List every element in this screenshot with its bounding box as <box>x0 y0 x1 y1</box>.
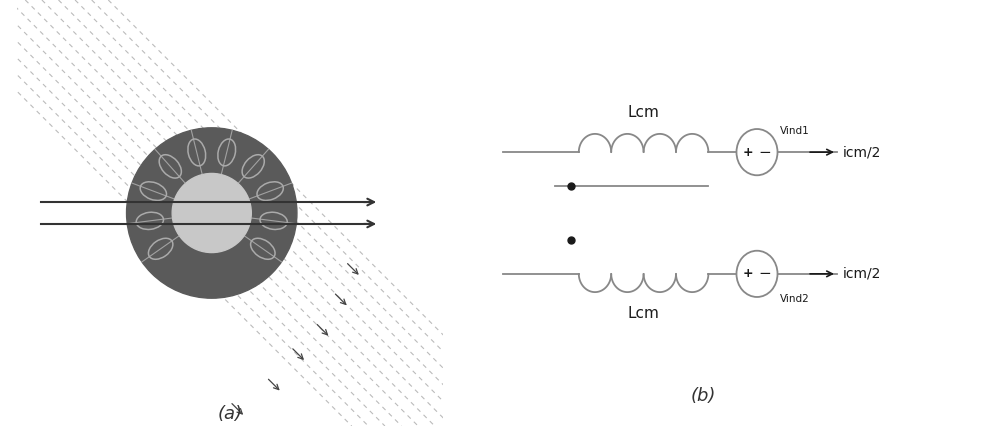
Text: Lcm: Lcm <box>628 105 660 120</box>
Text: −: − <box>759 145 771 160</box>
Text: Vind1: Vind1 <box>780 126 810 136</box>
Circle shape <box>127 128 297 298</box>
Text: Lcm: Lcm <box>628 306 660 321</box>
Text: (b): (b) <box>690 386 716 405</box>
Circle shape <box>172 173 251 253</box>
Text: (a): (a) <box>218 405 242 423</box>
Text: Vind2: Vind2 <box>780 294 810 305</box>
Text: icm/2: icm/2 <box>842 267 881 281</box>
Text: icm/2: icm/2 <box>842 145 881 159</box>
Text: +: + <box>743 268 753 280</box>
Text: +: + <box>743 146 753 158</box>
Text: −: − <box>759 266 771 281</box>
